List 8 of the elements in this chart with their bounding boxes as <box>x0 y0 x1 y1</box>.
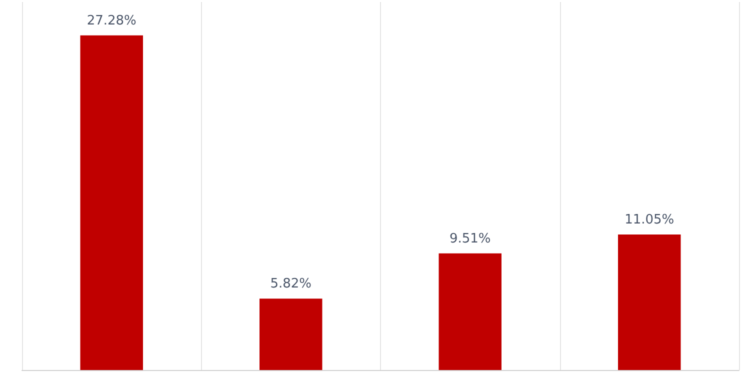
bar <box>80 35 143 370</box>
data-label: 9.51% <box>449 231 491 246</box>
data-label: 5.82% <box>270 276 312 292</box>
bar <box>618 234 681 370</box>
bar <box>438 253 502 370</box>
data-label: 27.28% <box>86 13 136 28</box>
data-label: 11.05% <box>624 212 674 228</box>
bar <box>260 298 322 370</box>
